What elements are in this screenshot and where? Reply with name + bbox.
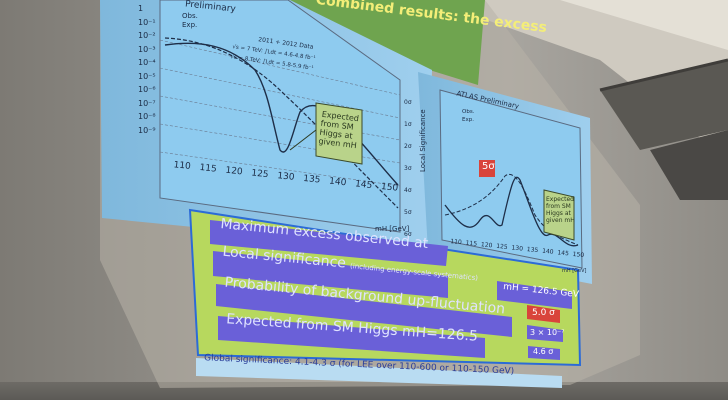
value-local-significance: 5.0 σ: [532, 308, 555, 318]
left-x-axis-label: mH [GeV]: [375, 225, 410, 233]
right-5sigma-label: 5σ: [482, 161, 495, 172]
right-x-axis-label: mH [GeV]: [562, 268, 587, 274]
row-bg-3: [216, 284, 512, 337]
right-annotation-text: Expected from SM Higgs at given mH: [546, 196, 575, 224]
left-plot-frame: [159, 0, 401, 233]
right-annotation-box: [543, 189, 575, 241]
row-bg-2: [213, 251, 448, 298]
right-observed-curve: [444, 176, 579, 247]
title-ribbon: [288, 0, 485, 85]
value-probability: 3 × 10⁻⁷: [530, 328, 565, 337]
value-bg-local: [527, 305, 560, 323]
value-bg-mass: [497, 281, 572, 309]
value-bg-expected: [528, 346, 560, 360]
row-bg-1: [210, 220, 448, 266]
right-legend-obs: Obs.: [462, 109, 475, 115]
left-annotation-text: Expected from SM Higgs at given mH: [317, 109, 360, 151]
left-legend-obs: Obs.: [182, 12, 198, 20]
left-y-axis-ticks: 1 10⁻¹ 10⁻² 10⁻³ 10⁻⁴ 10⁻⁵ 10⁻⁶ 10⁻⁷ 10⁻…: [138, 4, 156, 135]
right-y-axis-label: Local Significance: [419, 109, 427, 172]
right-legend-exp: Exp.: [462, 117, 474, 123]
value-expected: 4.6 σ: [533, 347, 554, 356]
row-bg-4: [218, 316, 485, 358]
value-bg-prob: [527, 325, 563, 342]
left-legend-exp: Exp.: [182, 21, 198, 29]
left-annotation-arrow: [289, 129, 317, 151]
right-5sigma-badge: [479, 160, 495, 177]
global-strip: [196, 358, 562, 388]
left-annotation-box: [315, 102, 363, 165]
left-sigma-ticks: 0σ 1σ 2σ 3σ 4σ 5σ 6σ: [404, 99, 412, 238]
